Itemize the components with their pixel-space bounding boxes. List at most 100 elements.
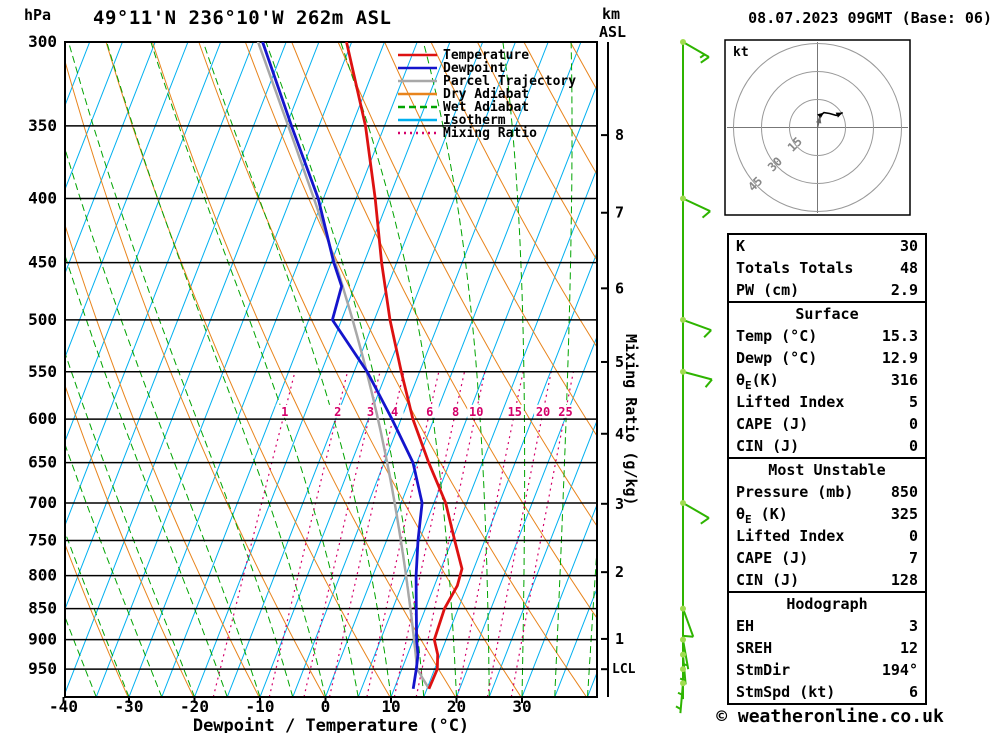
row-label: Lifted Index [736,393,845,411]
svg-text:400: 400 [28,189,57,208]
svg-text:Temperature: Temperature [443,48,529,63]
table-row: Lifted Index 0 [729,525,925,547]
mixing-ratio-axis-label: Mixing Ratio (g/kg) [622,334,640,506]
svg-text:6: 6 [426,405,433,419]
row-label: K [736,237,746,255]
panel-title: Hodograph [786,595,868,613]
km-axis: 1 2 3 4 5 6 7 8 LCL [601,42,636,697]
svg-text:15: 15 [508,405,522,419]
table-row: StmSpd (kt) 6 [729,681,925,703]
table-row: CAPE (J) 0 [729,413,925,435]
svg-text:900: 900 [28,630,57,649]
table-row: Temp (°C) 15.3 [729,325,925,347]
row-label: CIN (J) [736,437,800,455]
svg-text:10: 10 [381,697,400,716]
svg-text:-20: -20 [180,697,209,716]
row-label: Dewp (°C) [736,349,818,367]
row-value: 30 [899,237,918,255]
row-label: CAPE (J) [736,549,809,567]
row-value: 0 [908,527,918,545]
km-unit-label: km [602,5,621,23]
row-label: CIN (J) [736,571,800,589]
svg-text:30: 30 [512,697,531,716]
svg-text:600: 600 [28,409,57,428]
row-label: SREH [736,639,773,657]
row-label: EH [736,617,755,635]
table-row: Lifted Index 5 [729,391,925,413]
row-value: 3 [908,617,918,635]
asl-label: ASL [599,23,627,41]
row-label: StmSpd (kt) [736,683,836,701]
svg-text:20: 20 [447,697,466,716]
row-label: Totals Totals [736,259,854,277]
row-value: 850 [890,483,918,501]
row-value: 5 [908,393,918,411]
row-label: PW (cm) [736,281,800,299]
row-value: 128 [890,571,918,589]
row-value: 316 [890,371,918,389]
copyright-label: © weatheronline.co.uk [716,706,944,727]
svg-text:300: 300 [28,32,57,51]
table-row: PW (cm) 2.9 [729,279,925,301]
row-value: 15.3 [881,327,918,345]
row-value: 194° [881,661,918,679]
row-value: 0 [908,437,918,455]
row-value: 7 [908,549,918,567]
row-label: StmDir [736,661,791,679]
svg-text:2: 2 [615,563,624,581]
isotherm-lines [65,42,597,697]
svg-text:7: 7 [615,204,624,222]
svg-text:850: 850 [28,599,57,618]
x-axis-label: Dewpoint / Temperature (°C) [192,716,470,733]
row-value: 2.9 [890,281,918,299]
svg-text:5: 5 [615,353,624,371]
table-row: θE(K) 316 [729,369,925,392]
svg-text:6: 6 [615,279,624,297]
svg-text:3: 3 [615,495,624,513]
table-row: CAPE (J) 7 [729,547,925,569]
svg-text:Parcel Trajectory: Parcel Trajectory [443,74,576,89]
svg-text:25: 25 [558,405,572,419]
plot-border [64,41,598,698]
svg-text:kt: kt [733,45,749,60]
mixing-ratio-lines: 1 2 3 4 6 8 10 15 20 25 [212,371,575,697]
table-row: θE (K) 325 [729,503,925,526]
svg-text:4: 4 [615,425,624,443]
table-row: CIN (J) 0 [729,435,925,457]
svg-text:Isotherm: Isotherm [443,113,506,128]
svg-text:Dewpoint: Dewpoint [443,61,506,76]
svg-text:3: 3 [367,405,374,419]
row-label: Pressure (mb) [736,483,854,501]
svg-text:-30: -30 [115,697,144,716]
svg-text:4: 4 [391,405,398,419]
table-row: SREH 12 [729,637,925,659]
svg-text:8: 8 [615,126,624,144]
svg-text:1: 1 [615,630,624,648]
info-panels: K 30 Totals Totals 48 PW (cm) 2.9 Surface Temp … [727,233,927,705]
info-panel: K 30 Totals Totals 48 PW (cm) 2.9 [727,233,927,303]
row-value: 0 [908,415,918,433]
panel-title: Surface [795,305,859,323]
table-row: Totals Totals 48 [729,257,925,279]
svg-text:-40: -40 [49,697,78,716]
table-row: StmDir 194° [729,659,925,681]
svg-text:0: 0 [321,697,331,716]
temp-axis: -40 -30 -20 -10 0 10 20 30 [49,697,532,716]
panel-title: Most Unstable [768,461,886,479]
svg-text:-10: -10 [246,697,275,716]
table-row: Dewp (°C) 12.9 [729,347,925,369]
svg-text:800: 800 [28,566,57,585]
pressure-unit-label: hPa [24,6,52,24]
row-value: 12.9 [881,349,918,367]
table-row: K 30 [729,235,925,257]
table-row: Pressure (mb) 850 [729,481,925,503]
svg-text:Wet Adiabat: Wet Adiabat [443,100,529,115]
page-title: 49°11'N 236°10'W 262m ASL [93,7,392,29]
svg-text:Mixing Ratio: Mixing Ratio [443,126,537,141]
svg-text:750: 750 [28,530,57,549]
svg-text:550: 550 [28,362,57,381]
info-panel: Surface Temp (°C) 15.3 Dewp (°C) 12.9 θE(K) 31… [727,301,927,459]
